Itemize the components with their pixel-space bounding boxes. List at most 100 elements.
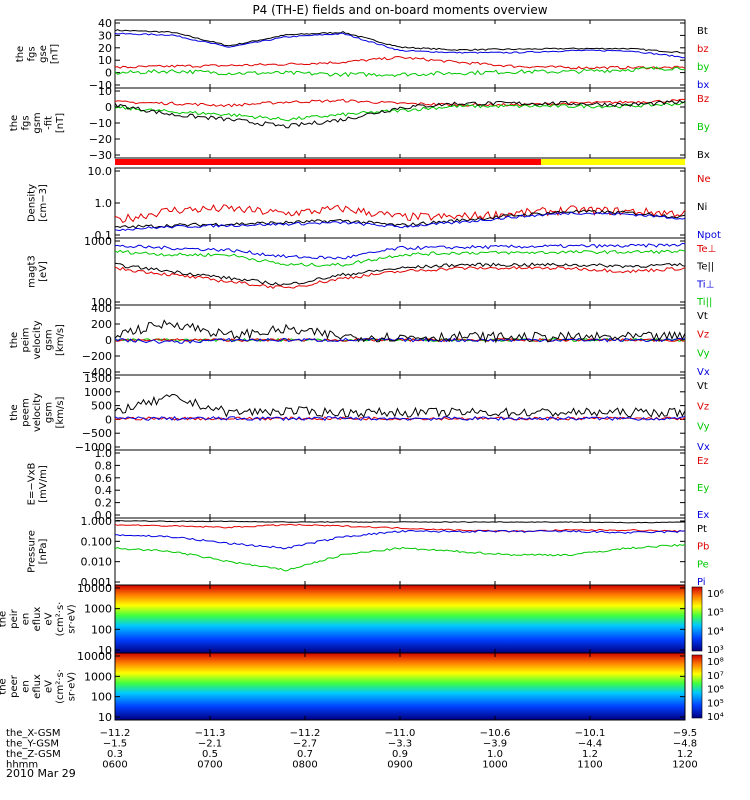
trace-bz (114, 55, 686, 70)
xaxis-value: 1100 (577, 760, 602, 771)
legend-Pe: Pe (697, 559, 709, 570)
y-tick-label: −400 (82, 366, 112, 379)
trace-by (114, 66, 686, 78)
y-tick-label: 0 (105, 334, 112, 347)
colorbar-tick-label: 10⁴ (707, 626, 724, 637)
colorbar-tick-label: 10⁷ (707, 671, 724, 682)
y-tick-label: 0 (105, 413, 112, 426)
y-tick-label: −30 (89, 149, 112, 162)
legend-Vt: Vt (697, 381, 708, 392)
trace-bx (114, 32, 686, 59)
y-tick-label: 10 (98, 85, 112, 98)
legend-Ez: Ez (697, 456, 709, 467)
xaxis-value: 0800 (292, 760, 317, 771)
colorbar-tick-label: 10⁶ (707, 685, 724, 696)
legend-Ni: Ni (697, 202, 707, 213)
y-tick-label: 200 (91, 318, 112, 331)
y-tick-label: 20 (98, 42, 112, 55)
legend-Bx: Bx (697, 150, 710, 161)
y-tick-label: 0.001 (81, 576, 113, 589)
legend-Ey: Ey (697, 483, 709, 494)
y-tick-label: 1.0 (95, 447, 113, 460)
y-axis-label: thefgsgse[nT] (15, 44, 61, 64)
colorbar-tick-label: 10⁴ (707, 712, 724, 723)
trace-Bz (114, 98, 686, 108)
y-tick-label: 10 (98, 644, 112, 657)
trace-peim-Vx (114, 337, 686, 344)
xaxis-value: 1.2 (582, 749, 598, 760)
legend-Ex: Ex (697, 510, 709, 521)
y-axis-label: Pressure[nPa] (26, 530, 49, 573)
xaxis-value: −2.7 (293, 739, 317, 750)
legend-Te⊥: Te⊥ (696, 244, 716, 255)
efield-frame (114, 449, 686, 519)
xaxis-value: −3.3 (388, 739, 412, 750)
figure-title: P4 (TH-E) fields and on-board moments ov… (252, 3, 547, 17)
y-axis-label: thefgsgsm-fit[nT] (9, 112, 66, 133)
y-tick-label: 1.0 (95, 197, 113, 210)
y-tick-label: −20 (89, 133, 112, 146)
xaxis-value: −9.5 (673, 728, 697, 739)
y-axis-label: magt3[eV] (26, 255, 49, 288)
legend-Vz: Vz (697, 401, 709, 412)
y-tick-label: −10 (89, 79, 112, 92)
trace-Npot (114, 211, 686, 232)
y-tick-label: 1000 (84, 670, 112, 683)
xaxis-value: 0900 (387, 760, 412, 771)
y-axis-label: Density[cm−3] (26, 184, 49, 222)
y-tick-label: 0 (105, 67, 112, 80)
peer_eflux-colorbar (691, 654, 703, 719)
trace-peem-Vx (114, 415, 686, 422)
y-tick-label: 10.0 (88, 165, 113, 178)
y-axis-label: thepeirenefluxeV(cm²·s·sr·eV) (0, 602, 78, 637)
y-axis-label: E=−VxB[mV/m] (26, 463, 49, 506)
y-tick-label: 10000 (77, 582, 112, 595)
legend-by: by (697, 62, 709, 73)
xaxis-value: −10.1 (575, 728, 606, 739)
xaxis-value: 0.9 (392, 749, 408, 760)
y-tick-label: −1000 (75, 441, 112, 454)
legend-Vt: Vt (697, 311, 708, 322)
legend-Vx: Vx (697, 442, 710, 453)
colorbar-tick-label: 10⁸ (707, 657, 724, 668)
legend-Ti||: Ti|| (696, 297, 712, 308)
y-tick-label: 0.4 (95, 484, 113, 497)
colorbar-tick-label: 10⁵ (707, 608, 724, 619)
legend-Te||: Te|| (696, 262, 714, 273)
y-tick-label: 100 (91, 296, 112, 309)
trace-By (114, 101, 686, 122)
xaxis-value: −11.0 (385, 728, 416, 739)
y-axis-label: thepeerenefluxeV(cm²·s·sr·eV) (0, 669, 78, 704)
xaxis-value: 0700 (197, 760, 222, 771)
legend-Vy: Vy (697, 422, 710, 433)
colorbar-tick-label: 10⁶ (707, 589, 724, 600)
panel-fgs_gsm: 10 0 −10 −20 −30 thefgsgsm-fit[nT] Bz By Bx (9, 85, 710, 162)
y-tick-label: 10000 (77, 650, 112, 663)
legend-Ne: Ne (697, 174, 711, 185)
xaxis-value: −4.8 (673, 739, 697, 750)
legend-bx: bx (697, 80, 709, 91)
trace-Ti-perp (114, 242, 686, 260)
xaxis-value: 1.2 (677, 749, 693, 760)
xaxis-value: 1200 (672, 760, 697, 771)
xaxis-value: 0.7 (297, 749, 313, 760)
y-tick-label: 0.100 (81, 535, 113, 548)
legend-Npot: Npot (697, 230, 721, 241)
panel-temperature: 1000 100 magt3[eV] Te⊥ Te|| Ti⊥ Ti|| (26, 235, 716, 309)
xaxis-value: 0.5 (202, 749, 218, 760)
y-tick-label: −500 (82, 427, 112, 440)
xaxis-row-label: the_Y-GSM (6, 739, 59, 750)
xaxis-value: 0600 (102, 760, 127, 771)
xaxis-value: −4.4 (578, 739, 602, 750)
legend-Pi: Pi (697, 577, 706, 588)
trace-Te-perp (114, 265, 686, 289)
xaxis-value: −10.6 (480, 728, 511, 739)
panel-peir_eflux: 10⁶ 10⁵ 10⁴ 10³ 10000 1000 100 10 thepeireneflux… (0, 582, 724, 657)
trace-Te-par (114, 262, 686, 286)
legend-Bz: Bz (697, 94, 709, 105)
y-tick-label: 0.6 (95, 472, 113, 485)
fgs_gsm-frame (114, 87, 686, 159)
xaxis-value: −2.1 (198, 739, 222, 750)
